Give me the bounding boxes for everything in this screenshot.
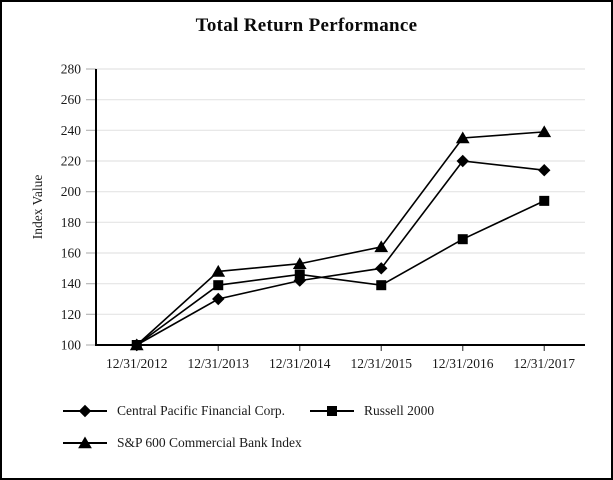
square-marker [376,280,387,291]
triangle-marker [78,436,92,449]
y-axis-title: Index Value [30,175,45,240]
series-line [136,131,545,346]
x-tick-label: 12/31/2012 [106,356,168,371]
legend-label: S&P 600 Commercial Bank Index [117,435,302,450]
legend-item-russell-2000: Russell 2000 [309,403,434,419]
triangle-marker [211,264,226,277]
legend-label: Russell 2000 [364,403,435,418]
legend-label: Central Pacific Financial Corp. [117,403,285,418]
y-tick-label: 160 [61,246,82,261]
square-marker [294,269,305,280]
square-marker [213,280,224,291]
diamond-marker [538,163,551,177]
triangle-marker [292,257,307,270]
series-line [136,200,545,346]
series-line [136,160,545,346]
triangle-marker [537,125,552,138]
diamond-marker [78,404,92,418]
square-marker-icon [310,406,354,416]
triangle-marker [374,240,389,253]
y-tick-label: 100 [61,338,82,353]
x-tick-label: 12/31/2013 [187,356,249,371]
x-tick-label: 12/31/2014 [269,356,331,371]
legend-item-sp-600-commercial-bank-index: S&P 600 Commercial Bank Index [62,435,302,451]
diamond-marker [375,262,388,275]
chart-title: Total Return Performance [195,15,418,36]
square-marker [539,195,550,206]
y-tick-label: 140 [61,276,82,291]
y-tick-label: 280 [61,62,82,77]
series-s-p-600-commercial-bank-index [129,125,552,351]
y-tick-label: 120 [61,307,82,322]
diamond-marker [212,292,225,306]
x-tick-label: 12/31/2015 [350,356,412,371]
triangle-marker [455,131,470,144]
y-tick-label: 260 [61,92,82,107]
diamond-marker-icon [63,404,107,418]
y-tick-label: 200 [61,184,82,199]
y-tick-label: 240 [61,123,82,138]
x-tick-label: 12/31/2016 [432,356,494,371]
x-tick-label: 12/31/2017 [513,356,575,371]
line-chart-plot-area: 100 120 140 160 180 200 220 240 260 280 12/31/2012… [30,62,585,371]
legend-item-central-pacific-financial-corp: Central Pacific Financial Corp. [62,403,285,419]
square-marker [327,406,337,416]
square-marker [457,234,468,245]
series-russell-2000 [131,195,550,350]
diamond-marker [456,154,469,168]
y-tick-label: 220 [61,154,82,169]
y-tick-label: 180 [61,215,82,230]
triangle-marker [129,338,144,351]
triangle-marker-icon [63,436,107,449]
